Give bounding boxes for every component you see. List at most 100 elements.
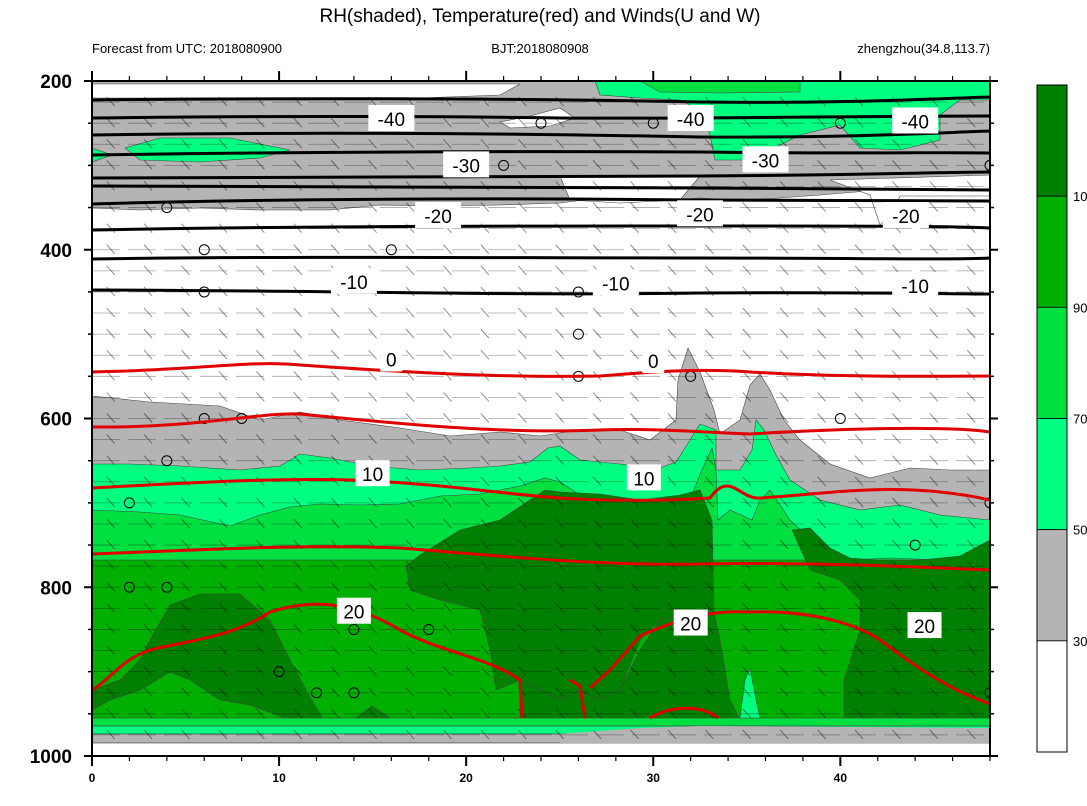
wind-barb	[106, 138, 116, 149]
wind-barb	[892, 539, 901, 550]
wind-barb	[854, 581, 864, 592]
wind-barb	[293, 560, 303, 571]
wind-barb	[293, 666, 303, 676]
wind-barb	[892, 349, 901, 360]
wind-barb	[742, 687, 752, 698]
wind-barb	[667, 729, 677, 740]
colorbar-swatch	[1036, 418, 1068, 531]
wind-barb	[705, 687, 714, 698]
wind-barb	[256, 624, 265, 634]
wind-barb	[181, 138, 190, 149]
wind-barb	[256, 138, 265, 149]
calm-wind-marker	[423, 623, 435, 635]
wind-barb	[817, 307, 826, 318]
x-tick-label: 20	[459, 771, 473, 785]
wind-barb	[592, 729, 602, 740]
wind-barb	[742, 307, 752, 318]
temp-label: -20	[686, 205, 713, 226]
temp-label-bg	[380, 345, 403, 372]
temp-label-bg	[667, 104, 714, 131]
wind-barb	[256, 581, 265, 592]
wind-barb	[480, 581, 490, 592]
temp-label-bg	[892, 107, 939, 134]
wind-barb	[368, 497, 377, 508]
wind-barb	[106, 708, 116, 719]
wind-barb	[480, 349, 490, 360]
wind-barb	[480, 392, 490, 402]
wind-barb	[630, 413, 639, 423]
wind-barb	[443, 666, 452, 676]
wind-barb	[256, 603, 265, 613]
wind-barb	[517, 307, 527, 318]
wind-barb	[929, 392, 939, 402]
wind-barb	[405, 244, 415, 255]
wind-barb	[218, 687, 228, 698]
wind-barb	[368, 392, 377, 402]
wind-barb	[705, 244, 714, 255]
wind-barb	[705, 729, 714, 740]
wind-barb	[405, 708, 415, 719]
wind-barb	[854, 539, 864, 550]
wind-barb	[256, 666, 265, 676]
wind-barb	[667, 645, 677, 655]
wind-barb	[517, 160, 527, 170]
temp-label-bg	[626, 464, 661, 491]
colorbar-label: 90	[1073, 300, 1087, 315]
wind-barb	[705, 328, 714, 339]
wind-barb	[443, 328, 452, 339]
colorbar-swatch	[1036, 195, 1068, 308]
wind-barb	[480, 476, 490, 487]
wind-barb	[293, 265, 303, 276]
wind-barb	[443, 729, 452, 740]
wind-barb	[330, 392, 340, 402]
wind-barb	[705, 286, 714, 297]
wind-barb	[892, 138, 901, 149]
wind-barb	[555, 708, 565, 719]
wind-barb	[854, 645, 864, 655]
colorbar-label: 30	[1073, 634, 1087, 649]
wind-barb	[181, 603, 190, 613]
wind-barb	[368, 624, 377, 634]
wind-barb	[218, 370, 228, 381]
wind-barb	[181, 160, 190, 170]
wind-barb	[817, 539, 826, 550]
wind-barb	[181, 581, 190, 592]
wind-barb	[630, 392, 639, 402]
wind-barb	[892, 518, 901, 529]
wind-barb	[929, 687, 939, 698]
wind-barb	[143, 117, 153, 128]
wind-barb	[817, 413, 826, 423]
wind-barb	[480, 307, 490, 318]
wind-barb	[106, 560, 116, 571]
wind-barb	[181, 624, 190, 634]
wind-barb	[929, 434, 939, 444]
wind-barb	[592, 413, 602, 423]
wind-barb	[705, 539, 714, 550]
wind-barb	[966, 539, 976, 550]
wind-barb	[555, 729, 565, 740]
wind-barb	[143, 666, 153, 676]
wind-barb	[705, 581, 714, 592]
wind-barb	[443, 687, 452, 698]
wind-barb	[405, 223, 415, 233]
wind-barb	[480, 518, 490, 529]
wind-barb	[854, 603, 864, 613]
wind-barb	[143, 497, 153, 508]
wind-barb	[667, 434, 677, 444]
wind-barb	[218, 645, 228, 655]
x-axis: 0 10 20 30 40	[89, 71, 991, 785]
wind-barb	[667, 349, 677, 360]
wind-barb	[143, 603, 153, 613]
wind-barb	[667, 518, 677, 529]
wind-barb	[143, 581, 153, 592]
wind-barb	[667, 476, 677, 487]
wind-barb	[929, 307, 939, 318]
wind-barb	[854, 413, 864, 423]
wind-barb	[293, 117, 303, 128]
wind-barb	[293, 729, 303, 740]
wind-barb	[854, 434, 864, 444]
wind-barb	[555, 687, 565, 698]
wind-barb	[555, 666, 565, 676]
rh-shading	[92, 81, 990, 756]
wind-barb	[854, 708, 864, 719]
